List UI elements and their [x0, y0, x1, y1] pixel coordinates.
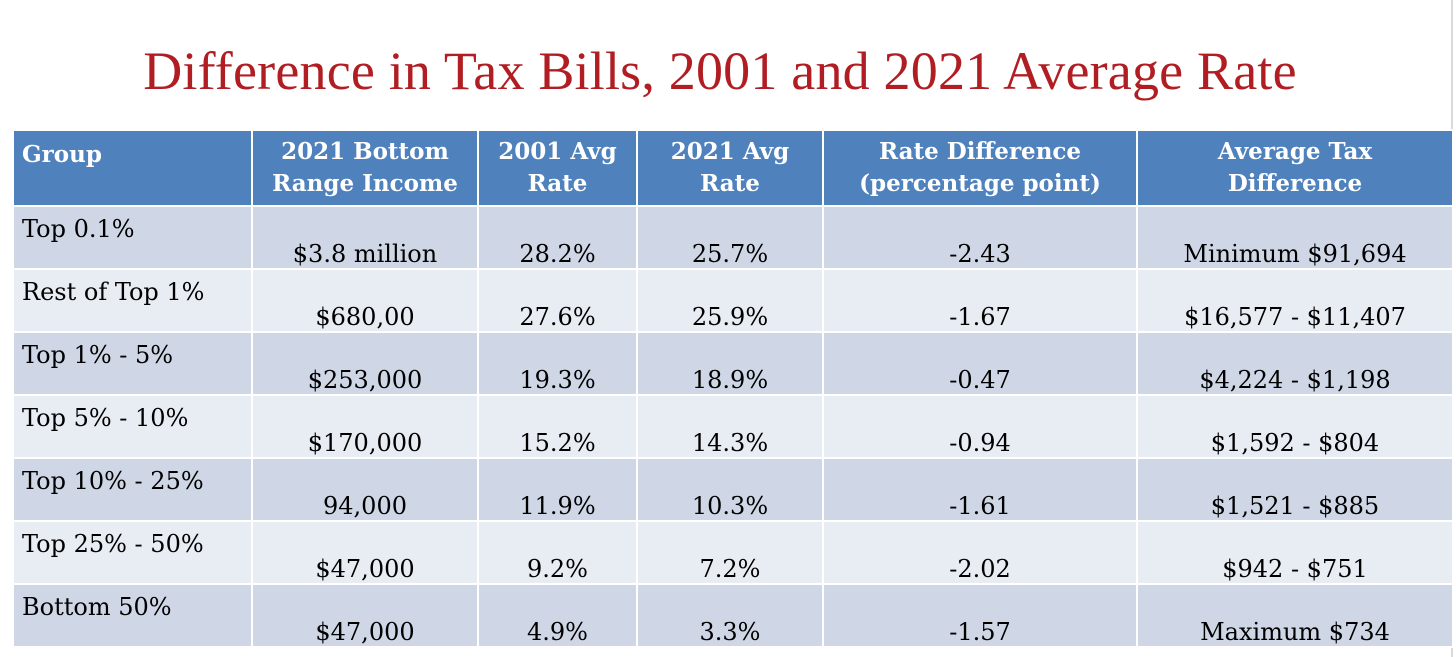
- page-title: Difference in Tax Bills, 2001 and 2021 A…: [143, 41, 1297, 101]
- rate-difference-cell: -1.57: [822, 583, 1138, 648]
- bottom-income-cell: 94,000: [251, 457, 479, 522]
- table-row: Top 1% - 5% $253,000 19.3% 18.9% -0.47 $…: [12, 331, 1454, 396]
- group-cell: Top 5% - 10%: [12, 394, 253, 459]
- tax-difference-table: Group 2021 Bottom Range Income 2001 Avg Ra…: [12, 129, 1454, 648]
- rate-2021-cell: 25.7%: [636, 205, 824, 270]
- bottom-income-cell: $47,000: [251, 520, 479, 585]
- tax-difference-cell: $16,577 - $11,407: [1136, 268, 1454, 333]
- bottom-income-cell: $680,00: [251, 268, 479, 333]
- tax-difference-cell: $1,521 - $885: [1136, 457, 1454, 522]
- rate-2021-cell: 10.3%: [636, 457, 824, 522]
- bottom-income-cell: $47,000: [251, 583, 479, 648]
- rate-2021-cell: 3.3%: [636, 583, 824, 648]
- bottom-income-cell: $3.8 million: [251, 205, 479, 270]
- table-row: Rest of Top 1% $680,00 27.6% 25.9% -1.67…: [12, 268, 1454, 333]
- header-bottom-income: 2021 Bottom Range Income: [251, 129, 479, 207]
- rate-2001-cell: 27.6%: [477, 268, 638, 333]
- tax-difference-cell: $942 - $751: [1136, 520, 1454, 585]
- rate-2001-cell: 11.9%: [477, 457, 638, 522]
- rate-difference-cell: -0.47: [822, 331, 1138, 396]
- bottom-income-cell: $170,000: [251, 394, 479, 459]
- header-rate-difference: Rate Difference (percentage point): [822, 129, 1138, 207]
- group-cell: Top 10% - 25%: [12, 457, 253, 522]
- group-cell: Bottom 50%: [12, 583, 253, 648]
- header-tax-difference: Average Tax Difference: [1136, 129, 1454, 207]
- rate-difference-cell: -2.02: [822, 520, 1138, 585]
- rate-2021-cell: 18.9%: [636, 331, 824, 396]
- group-cell: Rest of Top 1%: [12, 268, 253, 333]
- table-row: Top 5% - 10% $170,000 15.2% 14.3% -0.94 …: [12, 394, 1454, 459]
- rate-2001-cell: 28.2%: [477, 205, 638, 270]
- table-row: Top 0.1% $3.8 million 28.2% 25.7% -2.43 …: [12, 205, 1454, 270]
- group-cell: Top 1% - 5%: [12, 331, 253, 396]
- rate-2021-cell: 14.3%: [636, 394, 824, 459]
- header-rate-2001: 2001 Avg Rate: [477, 129, 638, 207]
- header-group: Group: [12, 129, 253, 207]
- rate-2001-cell: 9.2%: [477, 520, 638, 585]
- tax-difference-cell: Minimum $91,694: [1136, 205, 1454, 270]
- rate-difference-cell: -2.43: [822, 205, 1138, 270]
- table-row: Top 10% - 25% 94,000 11.9% 10.3% -1.61 $…: [12, 457, 1454, 522]
- tax-difference-cell: $1,592 - $804: [1136, 394, 1454, 459]
- rate-2001-cell: 15.2%: [477, 394, 638, 459]
- rate-difference-cell: -1.67: [822, 268, 1138, 333]
- table-row: Bottom 50% $47,000 4.9% 3.3% -1.57 Maxim…: [12, 583, 1454, 648]
- rate-2021-cell: 7.2%: [636, 520, 824, 585]
- rate-difference-cell: -1.61: [822, 457, 1138, 522]
- group-cell: Top 0.1%: [12, 205, 253, 270]
- table-header-row: Group 2021 Bottom Range Income 2001 Avg Ra…: [12, 129, 1454, 207]
- rate-2021-cell: 25.9%: [636, 268, 824, 333]
- rate-difference-cell: -0.94: [822, 394, 1138, 459]
- header-rate-2021: 2021 Avg Rate: [636, 129, 824, 207]
- tax-difference-cell: $4,224 - $1,198: [1136, 331, 1454, 396]
- table-row: Top 25% - 50% $47,000 9.2% 7.2% -2.02 $9…: [12, 520, 1454, 585]
- group-cell: Top 25% - 50%: [12, 520, 253, 585]
- bottom-income-cell: $253,000: [251, 331, 479, 396]
- rate-2001-cell: 19.3%: [477, 331, 638, 396]
- rate-2001-cell: 4.9%: [477, 583, 638, 648]
- tax-difference-cell: Maximum $734: [1136, 583, 1454, 648]
